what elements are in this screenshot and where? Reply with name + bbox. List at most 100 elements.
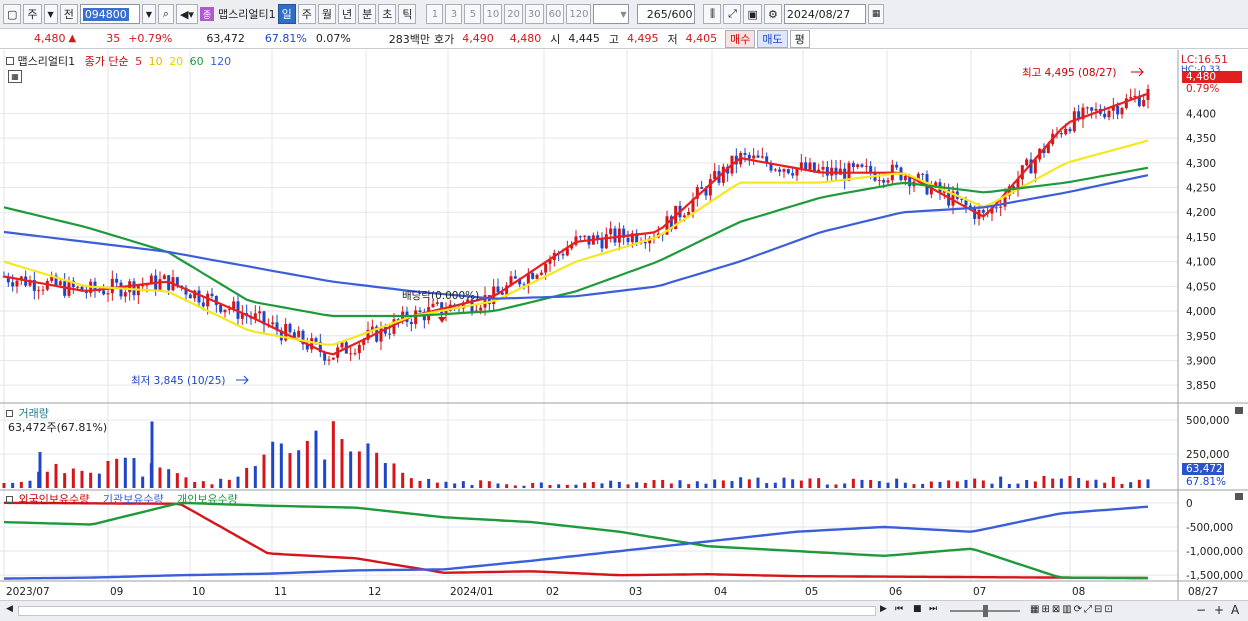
price-tick-label: 4,400 xyxy=(1186,108,1216,120)
custom-tick-input[interactable]: ▼ xyxy=(593,4,630,24)
period-month-button[interactable]: 월 xyxy=(317,4,336,24)
candle-body xyxy=(41,289,45,291)
period-week-button[interactable]: 주 xyxy=(297,4,316,24)
volume-bar xyxy=(453,483,457,488)
save-icon[interactable]: ▣ xyxy=(743,4,762,24)
volume-bar xyxy=(548,485,552,488)
volume-bar xyxy=(1042,475,1046,488)
search-icon[interactable]: ⌕ xyxy=(157,4,174,24)
scroll-track[interactable] xyxy=(18,606,876,616)
tick-30-button[interactable]: 30 xyxy=(524,4,544,24)
zoom-slider-thumb[interactable] xyxy=(983,605,988,617)
code-dropdown-icon[interactable]: ▼ xyxy=(141,4,156,24)
chart-scrollbar[interactable]: ◀ ▶ ⏮ ■ ⏭ ▦⊞⊠▥⟳⤢⊟⊡ − + A xyxy=(0,600,1248,621)
stock-group-icon[interactable]: 종 xyxy=(199,7,214,21)
tick-5-button[interactable]: 5 xyxy=(464,4,482,24)
volume-panel-close-icon[interactable] xyxy=(1235,407,1243,414)
candle-body xyxy=(32,279,36,291)
stop-icon[interactable]: ■ xyxy=(913,604,922,614)
candle-body xyxy=(561,254,565,256)
candle-body xyxy=(193,290,197,299)
candle-body xyxy=(141,285,145,287)
next-page-icon[interactable]: ⏭ xyxy=(929,604,938,614)
count-input[interactable]: 265 /600 xyxy=(637,4,696,24)
legend-ma10: 10 xyxy=(148,55,163,68)
period-minute-button[interactable]: 분 xyxy=(358,4,377,24)
volume-bar xyxy=(288,453,292,488)
chart-tools-icon[interactable]: ▦⊞⊠▥⟳⤢⊟⊡ xyxy=(1030,604,1115,615)
time-axis-label: 05 xyxy=(805,586,818,598)
window-icon[interactable]: ▢ xyxy=(3,4,22,24)
candle-icon[interactable]: ⫼ xyxy=(703,4,722,24)
tick-120-button[interactable]: 120 xyxy=(566,4,592,24)
holding-tick-label: 0 xyxy=(1186,498,1193,510)
volume-bar xyxy=(340,439,344,488)
volume-bar xyxy=(193,481,197,488)
volume-legend: 거래량 xyxy=(6,405,49,421)
first-page-icon[interactable]: ⏮ xyxy=(895,604,904,614)
candle-body xyxy=(951,191,955,206)
sell-button[interactable]: 매도 xyxy=(757,29,788,48)
zoom-in-icon[interactable]: + xyxy=(1214,603,1225,617)
holding-tick-label: -1,500,000 xyxy=(1186,570,1243,582)
prev-button[interactable]: 전 xyxy=(59,4,78,24)
volume-bar xyxy=(704,483,708,488)
candle-body xyxy=(461,302,465,309)
candle-body xyxy=(864,165,868,167)
volume-ratio: 67.81% xyxy=(264,32,307,45)
table-toggle-icon[interactable]: ▦ xyxy=(8,70,22,83)
tick-60-button[interactable]: 60 xyxy=(545,4,565,24)
volume-bar xyxy=(444,481,448,488)
candle-body xyxy=(262,311,266,325)
candle-body xyxy=(500,292,504,295)
period-day-button[interactable]: 일 xyxy=(277,4,296,24)
gear-icon[interactable]: ⚙ xyxy=(763,4,782,24)
sound-icon[interactable]: ◀▾ xyxy=(175,4,198,24)
stock-code-input[interactable]: 094800 xyxy=(79,4,140,24)
volume-bar xyxy=(158,467,162,488)
candle-body xyxy=(691,198,695,212)
price-change: 35 xyxy=(106,32,121,45)
scroll-left-icon[interactable]: ◀ xyxy=(6,604,13,614)
chart-canvas[interactable]: 4,400 4,350 4,300 4,250 4,200 4,150 4,100 4,050… xyxy=(0,50,1248,600)
tick-20-button[interactable]: 20 xyxy=(504,4,523,24)
candle-body xyxy=(1103,113,1107,118)
current-price: 4,480 xyxy=(34,32,66,45)
tick-1-button[interactable]: 1 xyxy=(426,4,444,24)
eval-button[interactable]: 평 xyxy=(789,29,810,48)
font-size-icon[interactable]: A xyxy=(1231,603,1240,617)
volume-bar xyxy=(912,484,916,488)
candle-body xyxy=(665,216,669,235)
dropdown-icon[interactable]: ▼ xyxy=(43,4,58,24)
volume-bar xyxy=(964,479,968,488)
zoom-out-icon[interactable]: − xyxy=(1196,603,1207,617)
candle-body xyxy=(327,359,331,361)
buy-button[interactable]: 매수 xyxy=(725,29,756,48)
chart-area[interactable]: 4,400 4,350 4,300 4,250 4,200 4,150 4,100 4,050… xyxy=(0,50,1248,621)
price-tick-label: 4,300 xyxy=(1186,158,1216,170)
period-year-button[interactable]: 년 xyxy=(337,4,357,24)
scroll-right-icon[interactable]: ▶ xyxy=(880,604,887,614)
tick-3-button[interactable]: 3 xyxy=(445,4,463,24)
period-tick-button[interactable]: 틱 xyxy=(398,4,417,24)
holding-panel-close-icon[interactable] xyxy=(1235,493,1243,500)
candle-body xyxy=(37,290,41,292)
date-input[interactable]: 2024/08/27 xyxy=(783,4,866,24)
volume-bar xyxy=(981,480,985,488)
drawing-tool-icon[interactable]: ⤢ xyxy=(723,4,742,24)
candle-body xyxy=(626,237,630,243)
candle-body xyxy=(786,169,790,174)
calendar-icon[interactable]: ▦ xyxy=(867,4,885,24)
price-tag-box xyxy=(1182,71,1242,83)
candle-body xyxy=(795,168,799,176)
volume-tick-label: 500,000 xyxy=(1186,415,1229,427)
chart-type-button[interactable]: 주 xyxy=(23,4,42,24)
tick-10-button[interactable]: 10 xyxy=(483,4,503,24)
price-tick-label: 4,200 xyxy=(1186,207,1216,219)
candle-body xyxy=(968,205,972,209)
vol-pct-tag: 67.81% xyxy=(1186,476,1226,488)
time-axis-label: 2023/07 xyxy=(6,586,50,598)
volume-bar xyxy=(1094,479,1098,488)
period-second-button[interactable]: 초 xyxy=(378,4,397,24)
volume-bar xyxy=(236,476,240,488)
